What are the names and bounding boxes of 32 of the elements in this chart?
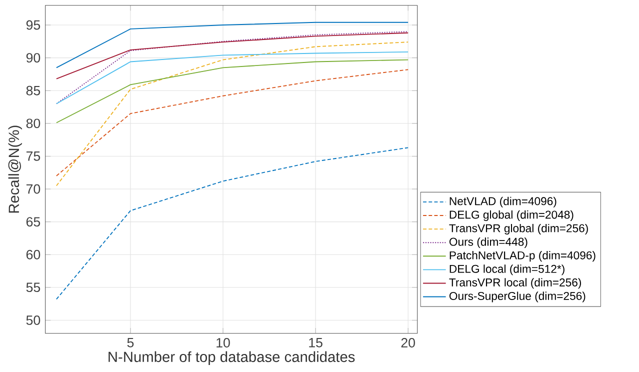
y-tick-label: 80: [26, 118, 40, 128]
x-axis-title: N-Number of top database candidates: [108, 351, 355, 365]
line-series: [56, 42, 409, 186]
line-series: [56, 51, 409, 104]
y-tick-label: 50: [26, 315, 40, 325]
legend-label: Ours (dim=448): [449, 237, 528, 248]
line-series: [56, 32, 409, 80]
legend-label: TransVPR global (dim=256): [449, 224, 588, 234]
line-series: [56, 31, 409, 104]
y-tick-label: 65: [26, 217, 40, 227]
line-series: [56, 69, 409, 176]
y-tick-label: 60: [26, 250, 40, 260]
x-tick-label: 10: [216, 338, 230, 348]
x-tick-label: 5: [127, 338, 134, 348]
legend-label: PatchNetVLAD-p (dim=4096): [450, 251, 596, 262]
legend-label: NetVLAD (dim=4096): [450, 196, 556, 208]
line-series: [56, 22, 409, 68]
y-axis-title: Recall@N(%): [8, 126, 22, 213]
legend-label: DELG global (dim=2048): [450, 210, 574, 221]
line-series: [56, 147, 409, 300]
y-tick-label: 55: [26, 282, 40, 292]
legend-label: Ours-SuperGlue (dim=256): [449, 292, 586, 302]
y-tick-label: 75: [26, 152, 40, 161]
y-tick-label: 85: [26, 86, 40, 96]
y-tick-label: 70: [26, 184, 40, 194]
line-series: [56, 59, 409, 124]
x-tick-label: 20: [401, 338, 415, 348]
x-tick-label: 15: [309, 338, 322, 348]
legend-label: DELG local (dim=512*): [450, 264, 564, 276]
y-tick-label: 95: [26, 20, 40, 30]
legend-label: TransVPR local (dim=256): [449, 278, 582, 289]
y-tick-label: 90: [26, 53, 40, 63]
